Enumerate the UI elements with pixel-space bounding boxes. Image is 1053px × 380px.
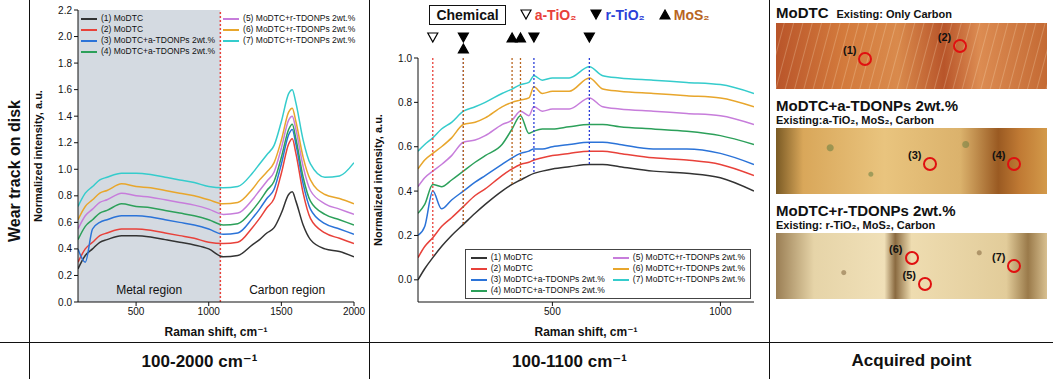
svg-text:Carbon region: Carbon region	[249, 283, 325, 297]
svg-text:1.0: 1.0	[58, 164, 72, 175]
html-text:Existing: r-TiO₂, MoS₂, Carbon: Existing: r-TiO₂, MoS₂, Carbon	[776, 219, 936, 231]
svg-text:0.2: 0.2	[58, 270, 72, 281]
html-text:(3): (3)	[908, 149, 922, 162]
svg-text:500: 500	[544, 306, 561, 317]
svg-text:1500: 1500	[270, 306, 293, 317]
html-text:(6) MoDTC+r-TDONPs 2wt.%: (6) MoDTC+r-TDONPs 2wt.%	[243, 24, 356, 34]
html-text:a-TiO₂: a-TiO₂	[534, 7, 577, 23]
html-text:(4) MoDTC+a-TDONPs 2wt.%: (4) MoDTC+a-TDONPs 2wt.%	[101, 46, 216, 56]
svg-text:2.2: 2.2	[58, 5, 72, 16]
svg-text:0.0: 0.0	[58, 297, 72, 308]
svg-text:0.2: 0.2	[398, 230, 412, 241]
svg-text:1.2: 1.2	[58, 137, 72, 148]
html-text:MoDTC+r-TDONPs 2wt.%: MoDTC+r-TDONPs 2wt.%	[776, 202, 956, 219]
html-text:(6): (6)	[889, 243, 903, 256]
html-text:(2) MoDTC: (2) MoDTC	[490, 263, 533, 273]
html-text:(4) MoDTC+a-TDONPs 2wt.%: (4) MoDTC+a-TDONPs 2wt.%	[490, 285, 605, 295]
html-text:(1): (1)	[843, 44, 857, 57]
html-text:(2): (2)	[937, 31, 952, 44]
svg-text:2.0: 2.0	[58, 31, 72, 42]
svg-text:1000: 1000	[198, 306, 221, 317]
svg-text:500: 500	[128, 306, 145, 317]
html-text:(1) MoDTC: (1) MoDTC	[101, 13, 143, 23]
html-text:(6) MoDTC+r-TDONPs 2wt.%: (6) MoDTC+r-TDONPs 2wt.%	[632, 263, 745, 273]
html-text:MoDTC+a-TDONPs 2wt.%: MoDTC+a-TDONPs 2wt.%	[776, 97, 959, 114]
html-text:Wear track on disk: Wear track on disk	[5, 100, 23, 242]
html-text:(7): (7)	[992, 251, 1006, 263]
svg-text:2000: 2000	[343, 306, 366, 317]
svg-text:Raman shift, cm⁻¹: Raman shift, cm⁻¹	[534, 325, 637, 339]
svg-text:0.0: 0.0	[398, 274, 412, 285]
svg-text:0.6: 0.6	[398, 141, 412, 152]
html-text:MoDTC: MoDTC	[776, 4, 829, 21]
html-text:Existing:a-TiO₂, MoS₂, Carbon: Existing:a-TiO₂, MoS₂, Carbon	[776, 114, 935, 126]
svg-text:Metal region: Metal region	[116, 283, 182, 297]
svg-text:1.8: 1.8	[58, 58, 72, 69]
svg-text:1.0: 1.0	[398, 53, 412, 64]
html-text:Chemical: Chemical	[436, 7, 499, 23]
html-text:Existing: Only Carbon: Existing: Only Carbon	[836, 8, 952, 20]
svg-text:Normalized intensity, a.u.: Normalized intensity, a.u.	[372, 114, 384, 246]
html-text:(5): (5)	[902, 269, 916, 282]
svg-text:Normalized intensity, a.u.: Normalized intensity, a.u.	[32, 90, 44, 222]
svg-text:0.4: 0.4	[58, 243, 72, 254]
html-text:(2) MoDTC: (2) MoDTC	[101, 24, 143, 34]
html-text:(3) MoDTC+a-TDONPs 2wt.%: (3) MoDTC+a-TDONPs 2wt.%	[101, 35, 216, 45]
html-text:(5) MoDTC+r-TDONPs 2wt.%: (5) MoDTC+r-TDONPs 2wt.%	[243, 13, 356, 23]
svg-text:Raman shift, cm⁻¹: Raman shift, cm⁻¹	[164, 325, 267, 339]
svg-text:0.8: 0.8	[398, 97, 412, 108]
html-text:100-1100 cm⁻¹: 100-1100 cm⁻¹	[512, 351, 627, 371]
svg-text:0.8: 0.8	[58, 190, 72, 201]
svg-text:1000: 1000	[709, 306, 732, 317]
html-text:(7) MoDTC+r-TDONPs 2wt.%: (7) MoDTC+r-TDONPs 2wt.%	[632, 274, 745, 284]
html-text:(5) MoDTC+r-TDONPs 2wt.%: (5) MoDTC+r-TDONPs 2wt.%	[632, 252, 745, 262]
svg-text:1.6: 1.6	[58, 84, 72, 95]
html-text:(4): (4)	[992, 149, 1006, 162]
svg-text:1.4: 1.4	[58, 111, 72, 122]
html-text:(1) MoDTC: (1) MoDTC	[490, 252, 533, 262]
html-text:r-TiO₂: r-TiO₂	[605, 7, 645, 23]
html-text:MoS₂: MoS₂	[673, 7, 710, 23]
html-text:Acquired point: Acquired point	[851, 351, 972, 370]
html-text:(7) MoDTC+r-TDONPs 2wt.%: (7) MoDTC+r-TDONPs 2wt.%	[243, 35, 356, 45]
html-text:(3) MoDTC+a-TDONPs 2wt.%: (3) MoDTC+a-TDONPs 2wt.%	[490, 274, 605, 284]
html-text:100-2000 cm⁻¹: 100-2000 cm⁻¹	[141, 351, 258, 371]
svg-text:0.4: 0.4	[398, 186, 412, 197]
svg-text:0.6: 0.6	[58, 217, 72, 228]
